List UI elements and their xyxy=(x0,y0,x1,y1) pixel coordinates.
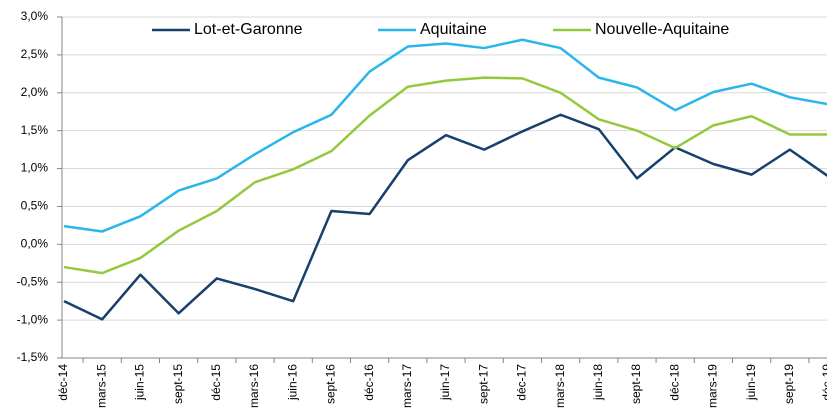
y-tick-label: 2,0% xyxy=(21,85,49,99)
x-tick-label: mars-18 xyxy=(553,364,567,408)
series-line xyxy=(63,38,827,233)
x-tick-label: déc-15 xyxy=(209,364,223,401)
series-line xyxy=(63,76,827,275)
x-tick-label: sept-17 xyxy=(476,364,490,404)
x-tick-label: déc-19 xyxy=(820,364,827,401)
y-tick-label: -1,5% xyxy=(17,350,49,364)
legend-text: Aquitaine xyxy=(420,21,487,38)
x-tick-label: juin-16 xyxy=(285,364,299,401)
y-tick-label: 1,5% xyxy=(21,123,49,137)
series-line xyxy=(63,113,827,321)
x-tick-label: juin-19 xyxy=(744,364,758,401)
x-tick-label: déc-17 xyxy=(515,364,529,401)
legend-text: Lot-et-Garonne xyxy=(194,21,303,38)
x-tick-label: déc-16 xyxy=(362,364,376,401)
x-tick-label: mars-17 xyxy=(400,364,414,408)
x-tick-label: sept-19 xyxy=(782,364,796,404)
x-tick-label: mars-15 xyxy=(94,364,108,408)
x-tick-label: mars-19 xyxy=(706,364,720,408)
x-tick-label: sept-16 xyxy=(324,364,338,404)
x-tick-label: déc-14 xyxy=(56,364,70,401)
x-tick-label: déc-18 xyxy=(667,364,681,401)
y-tick-label: 2,5% xyxy=(21,47,49,61)
y-tick-label: 1,0% xyxy=(21,161,49,175)
y-tick-label: 0,5% xyxy=(21,199,49,213)
x-tick-label: sept-18 xyxy=(629,364,643,404)
y-tick-label: 0,0% xyxy=(21,237,49,251)
y-tick-label: -0,5% xyxy=(17,274,49,288)
y-tick-label: -1,0% xyxy=(17,312,49,326)
x-tick-label: sept-15 xyxy=(171,364,185,404)
legend-text: Nouvelle-Aquitaine xyxy=(595,21,729,38)
y-tick-label: 3,0% xyxy=(21,9,49,23)
x-tick-label: mars-16 xyxy=(247,364,261,408)
x-tick-label: juin-17 xyxy=(438,364,452,401)
x-tick-label: juin-15 xyxy=(133,364,147,401)
x-tick-label: juin-18 xyxy=(591,364,605,401)
